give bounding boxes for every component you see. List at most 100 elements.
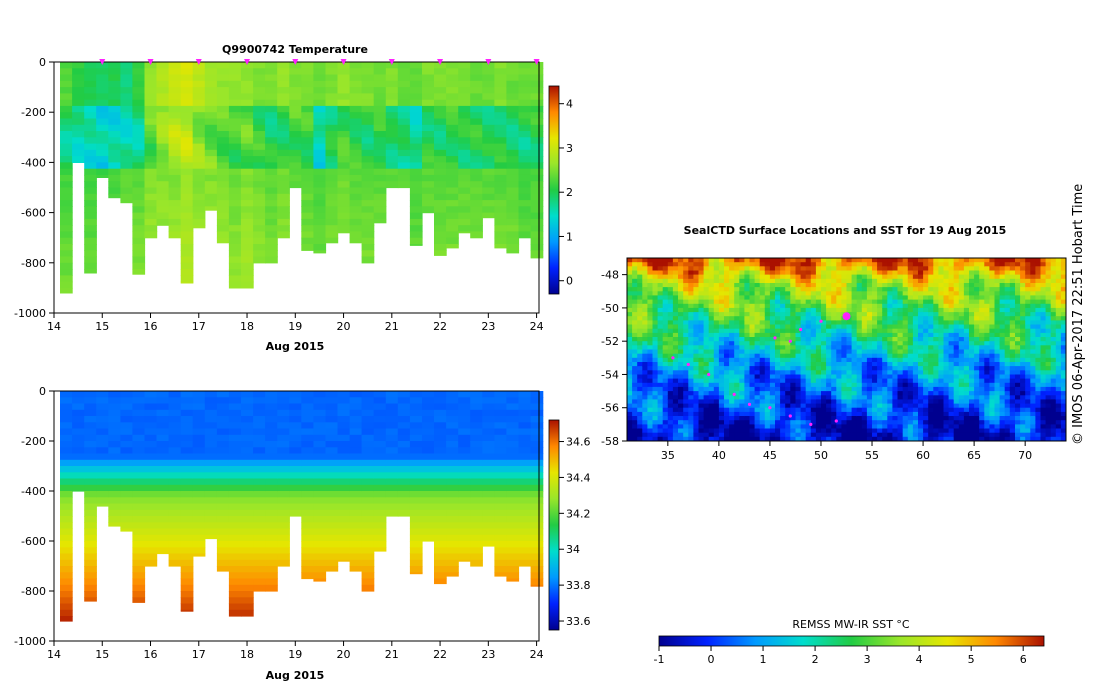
salinity-cell (168, 409, 182, 417)
salinity-cell (120, 403, 134, 411)
sst-cell (632, 391, 638, 396)
sst-cell (657, 370, 664, 375)
salinity-cell (120, 391, 134, 398)
temperature-cell (204, 168, 218, 176)
sst-cell (698, 391, 705, 396)
sst-cell (815, 312, 822, 317)
salinity-cell (446, 391, 459, 398)
sst-cell (912, 270, 919, 276)
temperature-cell (96, 68, 109, 76)
salinity-cell (506, 509, 520, 517)
sst-cell (678, 299, 684, 305)
temperature-cell (422, 174, 435, 182)
temperature-cell (409, 87, 423, 94)
sst-cell (810, 349, 817, 355)
temperature-cell (241, 74, 254, 82)
sst-cell (831, 362, 837, 367)
sst-cell (627, 270, 633, 276)
temperature-cell (216, 74, 230, 82)
sst-cell (928, 307, 934, 313)
sst-cell (708, 270, 715, 276)
salinity-cell (132, 584, 146, 592)
salinity-cell (84, 503, 97, 511)
sst-cell (780, 332, 786, 338)
sst-cell (815, 403, 822, 409)
sst-cell (647, 370, 653, 375)
salinity-cell (228, 472, 242, 480)
sst-cell (882, 337, 888, 342)
sst-cell (805, 391, 812, 396)
sst-cell (693, 420, 699, 425)
temperature-cell (409, 156, 423, 163)
sst-cell (734, 395, 740, 400)
sst-cell (810, 424, 817, 430)
salinity-cell (192, 409, 206, 417)
salinity-cell (277, 484, 290, 492)
sst-cell (887, 378, 893, 384)
sst-cell (754, 391, 761, 396)
sst-cell (912, 262, 919, 267)
sst-cell (877, 357, 883, 363)
salinity-cell (168, 403, 182, 411)
temperature-cell (253, 156, 266, 163)
sst-cell (678, 382, 684, 388)
temperature-cell (325, 174, 339, 182)
sst-cell (918, 307, 924, 313)
sst-cell (632, 424, 638, 430)
temperature-cell (84, 231, 97, 239)
sst-cell (918, 332, 924, 338)
sst-cell (928, 316, 934, 321)
sst-cell (897, 303, 904, 309)
temperature-cell (313, 149, 327, 157)
sst-cell (810, 395, 817, 400)
sst-cell (882, 395, 888, 400)
temperature-cell (506, 87, 520, 94)
salinity-cell (120, 453, 134, 461)
sst-cell (912, 362, 919, 367)
sst-cell (795, 274, 802, 280)
temperature-cell (132, 99, 146, 107)
salinity-cell (373, 447, 387, 455)
temperature-cell (132, 187, 146, 195)
temperature-cell (422, 149, 435, 157)
sst-cell (749, 307, 756, 313)
temperature-cell (180, 231, 194, 239)
sst-cell (657, 411, 664, 417)
salinity-cell (241, 503, 254, 511)
sst-cell (729, 407, 735, 413)
sst-cell (907, 395, 914, 400)
sst-cell (775, 382, 781, 388)
temperature-cell (228, 200, 242, 207)
sst-cell (780, 349, 786, 355)
sst-cell (662, 307, 669, 313)
sst-cell (708, 328, 715, 334)
sst-cell (918, 362, 924, 367)
salinity-cell (156, 528, 170, 536)
temperature-cell (192, 218, 206, 226)
sst-cell (759, 341, 766, 346)
temperature-cell (241, 156, 254, 163)
salinity-cell (325, 409, 339, 417)
sst-cell (897, 395, 904, 400)
sst-cell (866, 386, 873, 392)
sst-cell (683, 424, 689, 430)
temperature-cell (337, 105, 351, 113)
temperature-cell (265, 174, 278, 182)
sst-cell (831, 287, 837, 292)
temperature-cell (180, 187, 194, 195)
salinity-cell (265, 584, 278, 592)
sst-cell (718, 295, 725, 301)
salinity-cell (422, 447, 435, 455)
sst-cell (652, 378, 659, 384)
sst-cell (775, 395, 781, 400)
sst-cell (713, 316, 720, 321)
sst-cell (866, 278, 873, 284)
temperature-cell (349, 212, 363, 220)
sst-cell (647, 382, 653, 388)
temperature-cell (446, 212, 459, 220)
sst-cell (754, 370, 761, 375)
salinity-cell (337, 466, 351, 473)
temperature-cell (349, 131, 363, 138)
sst-cell (698, 291, 705, 296)
temperature-cell (120, 193, 134, 201)
